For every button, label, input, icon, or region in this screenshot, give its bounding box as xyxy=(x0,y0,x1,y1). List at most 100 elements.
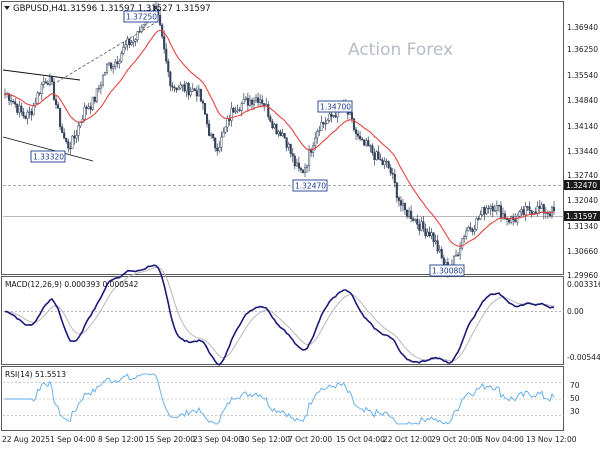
candle-body xyxy=(189,91,192,96)
candle-body xyxy=(295,162,298,167)
candle-body xyxy=(371,145,374,154)
candle-body xyxy=(79,122,82,127)
annotation-box[interactable] xyxy=(429,264,465,277)
candle-body xyxy=(420,221,423,231)
dropdown-triangle-icon[interactable] xyxy=(4,6,10,10)
candle-body xyxy=(520,209,523,213)
candle-body xyxy=(42,81,45,85)
candle-body xyxy=(489,205,492,209)
candle-body xyxy=(22,111,25,117)
candle-body xyxy=(67,141,70,149)
annotation-box[interactable] xyxy=(30,150,66,163)
candle-body xyxy=(95,88,98,102)
candle-body xyxy=(232,108,235,113)
candle-body xyxy=(467,227,470,232)
candle-body xyxy=(38,92,41,95)
candle-body xyxy=(130,42,133,45)
candle-body xyxy=(499,205,502,218)
rsi-line xyxy=(5,373,555,425)
price-tick: 1.35540 xyxy=(567,71,598,80)
candle-body xyxy=(522,209,525,215)
time-tick: 22 Oct 12:00 xyxy=(383,435,432,444)
candle-body xyxy=(457,254,460,256)
candle-body xyxy=(83,106,86,120)
candle-body xyxy=(63,132,66,139)
candle-body xyxy=(289,143,292,154)
candle-body xyxy=(424,228,427,237)
time-tick: 8 Sep 12:00 xyxy=(98,435,144,444)
candle-body xyxy=(195,90,198,97)
candle-body xyxy=(242,99,245,104)
price-tick: 1.30660 xyxy=(567,247,598,256)
candle-body xyxy=(30,111,33,116)
candle-body xyxy=(138,31,141,33)
candle-body xyxy=(261,99,264,104)
price-tick: 1.29960 xyxy=(567,271,598,280)
rsi-pane[interactable] xyxy=(3,373,564,425)
candle-body xyxy=(359,135,362,140)
candle-body xyxy=(328,113,331,121)
candle-body xyxy=(99,84,102,89)
candle-body xyxy=(16,103,19,113)
candle-body xyxy=(434,240,437,243)
candle-body xyxy=(50,76,53,83)
candle-body xyxy=(432,232,435,243)
macd-pane[interactable] xyxy=(3,264,564,366)
candle-body xyxy=(387,161,390,169)
watermark: Action Forex xyxy=(348,40,453,60)
annotation-label: 1.37250 xyxy=(126,13,157,22)
candle-body xyxy=(332,115,335,117)
time-tick: 1 Sep 04:00 xyxy=(50,435,96,444)
candle-body xyxy=(401,203,405,206)
candle-body xyxy=(89,106,92,110)
time-axis: 22 Aug 2025 1 Sep 04:00 8 Sep 12:00 15 S… xyxy=(2,435,577,444)
candle-body xyxy=(236,109,239,112)
candle-body xyxy=(389,167,392,174)
candle-body xyxy=(181,84,184,86)
candles[interactable] xyxy=(3,0,556,278)
candle-body xyxy=(205,114,209,125)
trendline[interactable] xyxy=(2,69,81,81)
candle-body xyxy=(218,147,221,152)
candle-body xyxy=(454,254,458,257)
candle-body xyxy=(377,151,380,160)
candle-body xyxy=(169,71,172,87)
candle-body xyxy=(132,40,135,43)
candle-body xyxy=(495,204,498,212)
candle-body xyxy=(452,255,456,267)
candle-body xyxy=(538,206,541,209)
candle-body xyxy=(163,36,166,50)
annotation-box[interactable] xyxy=(317,100,353,113)
annotation-label: 1.33320 xyxy=(33,153,64,162)
candle-body xyxy=(183,84,186,92)
time-tick: 15 Oct 04:00 xyxy=(336,435,385,444)
candle-body xyxy=(397,197,400,201)
main-pane[interactable] xyxy=(2,0,564,278)
moving-average-line xyxy=(4,29,555,247)
macd-axis-tick: -0.005445 xyxy=(567,353,600,362)
rsi-label: RSI(14) 51.5513 xyxy=(5,370,66,379)
annotation-box[interactable] xyxy=(292,179,328,192)
candle-body xyxy=(199,88,202,102)
candle-body xyxy=(44,81,47,84)
candle-body xyxy=(187,83,190,96)
annotation-box[interactable] xyxy=(123,10,159,23)
channel-dashed-line[interactable] xyxy=(56,19,161,83)
rsi-axis-tick: 30 xyxy=(570,407,580,416)
candle-body xyxy=(46,82,49,85)
annotation-label: 1.30080 xyxy=(432,267,463,276)
candle-body xyxy=(293,155,296,167)
candle-body xyxy=(108,62,111,65)
trendline[interactable] xyxy=(2,136,94,162)
time-tick: 15 Sep 20:00 xyxy=(145,435,195,444)
candle-body xyxy=(483,207,486,215)
candle-body xyxy=(12,101,15,103)
candle-body xyxy=(48,76,51,85)
candle-body xyxy=(281,133,284,136)
candle-body xyxy=(126,38,129,46)
candle-body xyxy=(234,110,237,113)
candle-body xyxy=(10,100,13,102)
price-tick: 1.34140 xyxy=(567,122,598,131)
ohlc-values: 1.31596 1.31597 1.31527 1.31597 xyxy=(62,4,211,14)
